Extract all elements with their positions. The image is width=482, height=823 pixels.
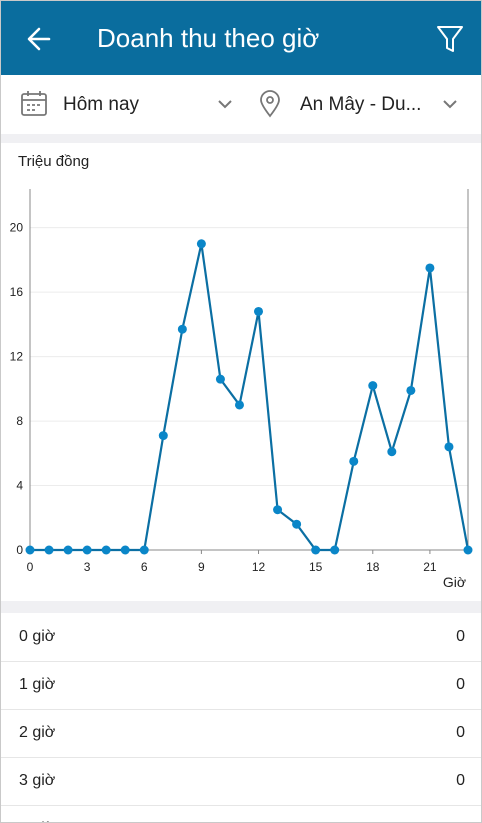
x-tick-label: 3 bbox=[84, 560, 91, 574]
x-tick-label: 6 bbox=[141, 560, 148, 574]
hour-row[interactable]: 0 giờ 0 bbox=[1, 613, 481, 662]
hour-value: 0 bbox=[456, 628, 465, 645]
data-point bbox=[349, 456, 359, 466]
hour-label: 4 giờ bbox=[19, 820, 55, 822]
hour-value: 0 bbox=[456, 724, 465, 741]
data-point bbox=[120, 545, 130, 555]
data-point bbox=[234, 400, 244, 410]
data-point bbox=[63, 545, 73, 555]
hour-label: 2 giờ bbox=[19, 724, 56, 741]
hour-value: 0 bbox=[456, 820, 465, 822]
y-tick-label: 8 bbox=[16, 414, 23, 428]
filter-icons bbox=[21, 90, 457, 118]
data-point bbox=[177, 324, 187, 334]
hour-row[interactable]: 4 giờ 0 bbox=[1, 805, 481, 822]
data-point bbox=[463, 545, 473, 555]
y-tick-label: 12 bbox=[10, 350, 24, 364]
data-point bbox=[196, 239, 206, 249]
data-point bbox=[215, 374, 225, 384]
data-point bbox=[139, 545, 149, 555]
hour-value: 0 bbox=[456, 676, 465, 693]
data-point bbox=[273, 505, 283, 515]
data-point bbox=[387, 447, 397, 457]
data-point bbox=[406, 385, 416, 395]
hourly-list: 0 giờ 0 1 giờ 0 2 giờ 0 3 giờ 0 4 giờ 0 bbox=[1, 613, 481, 822]
hour-label: 3 giờ bbox=[19, 772, 56, 789]
x-tick-label: 12 bbox=[252, 560, 266, 574]
revenue-line bbox=[30, 243, 470, 552]
app-bar-icons bbox=[27, 26, 463, 52]
x-tick-label: 15 bbox=[309, 560, 323, 574]
chart-card: Triệu đồng Giờ 0 4 8 12 16 20 0 3 6 9 12 15 18 21 bbox=[1, 143, 481, 601]
y-tick-label: 20 bbox=[10, 221, 24, 235]
data-point bbox=[311, 545, 321, 555]
x-tick-label: 18 bbox=[366, 560, 380, 574]
data-point bbox=[330, 545, 340, 555]
calendar-icon bbox=[21, 91, 47, 116]
data-point bbox=[82, 545, 92, 555]
filter-button[interactable] bbox=[437, 26, 463, 52]
x-tick-label: 21 bbox=[423, 560, 437, 574]
y-axis-label: Triệu đồng bbox=[18, 153, 89, 170]
screen-title: Doanh thu theo giờ bbox=[97, 23, 320, 53]
app-bar: Doanh thu theo giờ bbox=[1, 1, 481, 75]
data-point bbox=[444, 442, 454, 452]
hour-row[interactable]: 3 giờ 0 bbox=[1, 757, 481, 806]
chart: Triệu đồng Giờ 0 4 8 12 16 20 0 3 6 9 12 15 18 21 bbox=[10, 153, 473, 590]
data-point bbox=[368, 381, 378, 391]
back-button[interactable] bbox=[27, 27, 51, 51]
data-point bbox=[25, 545, 35, 555]
x-tick-label: 0 bbox=[27, 560, 34, 574]
hour-row[interactable]: 1 giờ 0 bbox=[1, 661, 481, 710]
date-dropdown-chevron[interactable] bbox=[218, 100, 232, 109]
hour-value: 0 bbox=[456, 772, 465, 789]
hour-label: 0 giờ bbox=[19, 628, 56, 645]
location-filter[interactable]: An Mây - Du... bbox=[300, 94, 422, 115]
data-point bbox=[101, 545, 111, 555]
x-tick-label: 9 bbox=[198, 560, 205, 574]
data-point bbox=[44, 545, 54, 555]
x-axis-label: Giờ bbox=[443, 574, 466, 590]
location-dropdown-chevron[interactable] bbox=[443, 100, 457, 109]
hour-row[interactable]: 2 giờ 0 bbox=[1, 709, 481, 758]
data-point bbox=[292, 519, 302, 529]
y-tick-label: 16 bbox=[10, 285, 24, 299]
location-icon bbox=[260, 90, 280, 118]
date-filter[interactable]: Hôm nay bbox=[63, 94, 140, 115]
data-point bbox=[425, 263, 435, 273]
y-tick-label: 4 bbox=[16, 479, 23, 493]
filter-bar: Hôm nay An Mây - Du... bbox=[1, 75, 481, 134]
hour-label: 1 giờ bbox=[19, 676, 56, 693]
data-point bbox=[254, 306, 264, 316]
data-point bbox=[158, 431, 168, 441]
y-tick-label: 0 bbox=[16, 543, 23, 557]
